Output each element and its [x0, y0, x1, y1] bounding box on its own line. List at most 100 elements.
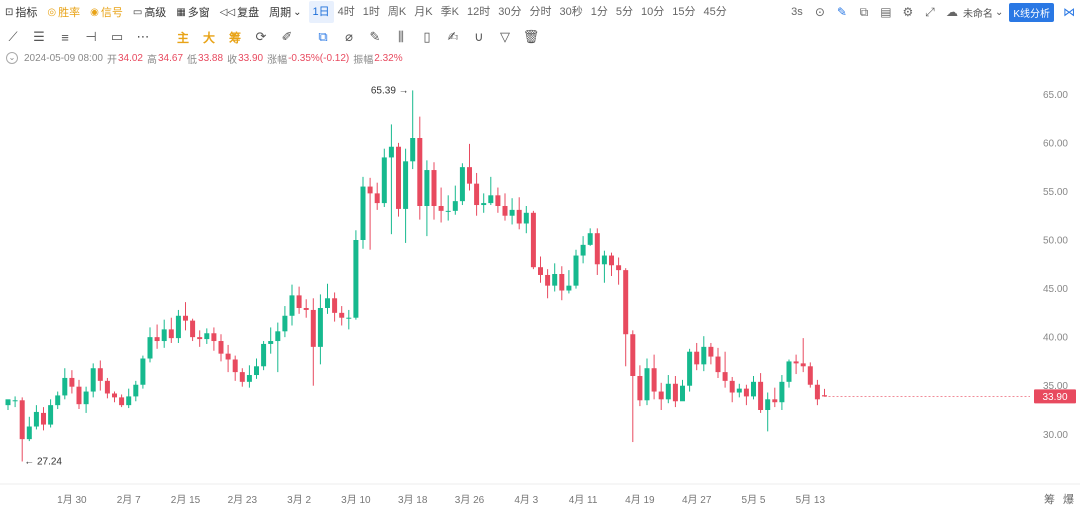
clipboard-icon[interactable]: ▯	[423, 29, 431, 44]
candle-body	[239, 372, 245, 382]
gear-icon[interactable]: ⚙	[902, 5, 914, 19]
period-tab[interactable]: 5分	[615, 6, 633, 18]
interval-label[interactable]: 3s	[791, 6, 803, 18]
candle-body	[786, 361, 792, 382]
x-tick-label: 3月 18	[398, 494, 428, 506]
doc-name[interactable]: 未命名	[962, 8, 993, 20]
y-tick-label: 65.00	[1043, 90, 1068, 101]
candle-body	[594, 233, 600, 265]
bottom-toggles: 筹 爆	[1044, 491, 1074, 507]
rectangle-tool-icon[interactable]: ▭	[110, 29, 124, 44]
ruler-icon[interactable]: ⌀	[345, 29, 353, 44]
candle-body	[275, 331, 281, 342]
period-tab[interactable]: 12时	[466, 6, 491, 18]
candle-body	[83, 391, 89, 405]
y-tick-label: 40.00	[1043, 333, 1068, 344]
grid-icon: ▦	[176, 6, 186, 18]
brush-icon[interactable]: ✎	[369, 29, 381, 44]
period-tab[interactable]: 1时	[362, 6, 380, 18]
winrate-button[interactable]: ◎ 胜率	[47, 6, 81, 20]
signal-button[interactable]: ◉ 信号	[90, 6, 123, 20]
change-label: 涨幅	[267, 54, 288, 66]
period-tab[interactable]: 1日	[308, 1, 334, 23]
high-value: 34.67	[158, 52, 184, 64]
candle-icon[interactable]: ⫼	[398, 29, 404, 44]
candle-body	[694, 351, 700, 365]
candle-body	[438, 206, 444, 211]
x-tick-label: 1月 30	[57, 494, 87, 506]
candle-body	[552, 274, 558, 286]
briefcase-icon: ▭	[132, 6, 143, 18]
magnet-icon[interactable]: ∪	[474, 29, 484, 44]
period-tab[interactable]: 30秒	[559, 6, 583, 18]
x-tick-label: 3月 26	[455, 494, 485, 506]
candle-body	[545, 274, 551, 286]
period-dropdown[interactable]: 周期 ⌄	[269, 6, 302, 20]
replay-button[interactable]: ◁◁ 复盘	[219, 6, 260, 20]
line-tool-icon[interactable]: ⟋	[8, 29, 18, 44]
indicator-button[interactable]: ⊡ 指标	[5, 6, 38, 20]
candle-body	[5, 399, 11, 406]
x-tick-label: 4月 3	[514, 494, 538, 506]
horizontal-line-icon[interactable]: ⊣	[85, 29, 97, 44]
period-tab[interactable]: 45分	[703, 6, 727, 18]
candle-body	[765, 399, 771, 410]
candle-body	[48, 405, 54, 425]
candle-body	[452, 201, 458, 211]
share-icon[interactable]: ⋈	[1063, 5, 1075, 19]
candle-body	[161, 329, 167, 342]
channel-tool-icon[interactable]: ☰	[33, 29, 45, 44]
window-icon[interactable]: ⧉	[859, 4, 869, 19]
candle-body	[743, 388, 749, 397]
main-force-button[interactable]: 主	[176, 30, 189, 45]
candle-body	[289, 295, 295, 316]
period-tab[interactable]: 15分	[672, 6, 696, 18]
candle-body	[538, 267, 543, 275]
more-icon[interactable]: ⋯	[136, 29, 150, 44]
period-tab[interactable]: 30分	[498, 6, 522, 18]
candle-body	[296, 295, 302, 308]
trash-icon[interactable]: 🗑	[522, 29, 540, 44]
filter-icon[interactable]: ▽	[500, 29, 510, 44]
refresh-icon[interactable]: ⟳	[255, 29, 267, 44]
drawing-toolbar: ⟋ ☰ ≡ ⊣ ▭ ⋯ 主 大 筹 ⟳ ✐ ⧉ ⌀ ✎ ⫼ ▯ ✍ ∪ ▽ 🗑	[0, 26, 544, 48]
period-tab[interactable]: 季K	[440, 6, 459, 18]
advanced-button[interactable]: ▭ 高级	[132, 6, 167, 20]
chip-button[interactable]: 筹	[228, 30, 241, 45]
k-analysis-button[interactable]: K线分析	[1009, 2, 1054, 22]
period-tab[interactable]: 4时	[337, 6, 355, 18]
period-tab[interactable]: 周K	[387, 6, 407, 18]
candle-body	[388, 146, 394, 158]
period-tab[interactable]: 1分	[590, 6, 608, 18]
candle-body	[559, 274, 565, 291]
candle-body	[530, 212, 536, 268]
chip-toggle[interactable]: 筹	[1044, 494, 1055, 506]
candle-body	[616, 265, 622, 271]
candle-body	[197, 337, 203, 340]
camera-icon[interactable]: ⊙	[814, 5, 825, 19]
edit-icon[interactable]: ✐	[281, 29, 293, 44]
period-tab[interactable]: 月K	[414, 6, 433, 18]
cloud-icon[interactable]: ☁	[945, 5, 958, 19]
pencil-icon[interactable]: ✎	[836, 5, 847, 19]
collapse-icon[interactable]: ⌄	[6, 52, 18, 64]
copy-icon[interactable]: ⧉	[318, 29, 328, 44]
candle-body	[133, 384, 139, 397]
period-tab[interactable]: 分时	[529, 6, 552, 18]
panel-icon[interactable]: ▤	[880, 5, 892, 19]
candle-body	[97, 368, 103, 381]
candlestick-chart[interactable]: 30.00 35.00 40.00 45.00 50.00 55.00 60.00 65.00…	[0, 66, 1080, 511]
parallel-tool-icon[interactable]: ≡	[61, 29, 69, 45]
note-icon[interactable]: ✍	[447, 29, 459, 44]
candle-body	[701, 346, 707, 365]
period-tab[interactable]: 10分	[640, 6, 665, 18]
candle-body	[751, 381, 756, 397]
candle-body	[112, 393, 117, 398]
big-order-button[interactable]: 大	[202, 30, 215, 45]
chevron-down-icon[interactable]: ⌄	[994, 6, 1004, 18]
open-value: 34.02	[117, 52, 143, 64]
fullscreen-icon[interactable]: ⤢	[925, 4, 935, 19]
burst-toggle[interactable]: 爆	[1063, 494, 1074, 506]
candle-body	[268, 341, 274, 344]
multi-window-button[interactable]: ▦ 多窗	[176, 6, 210, 20]
